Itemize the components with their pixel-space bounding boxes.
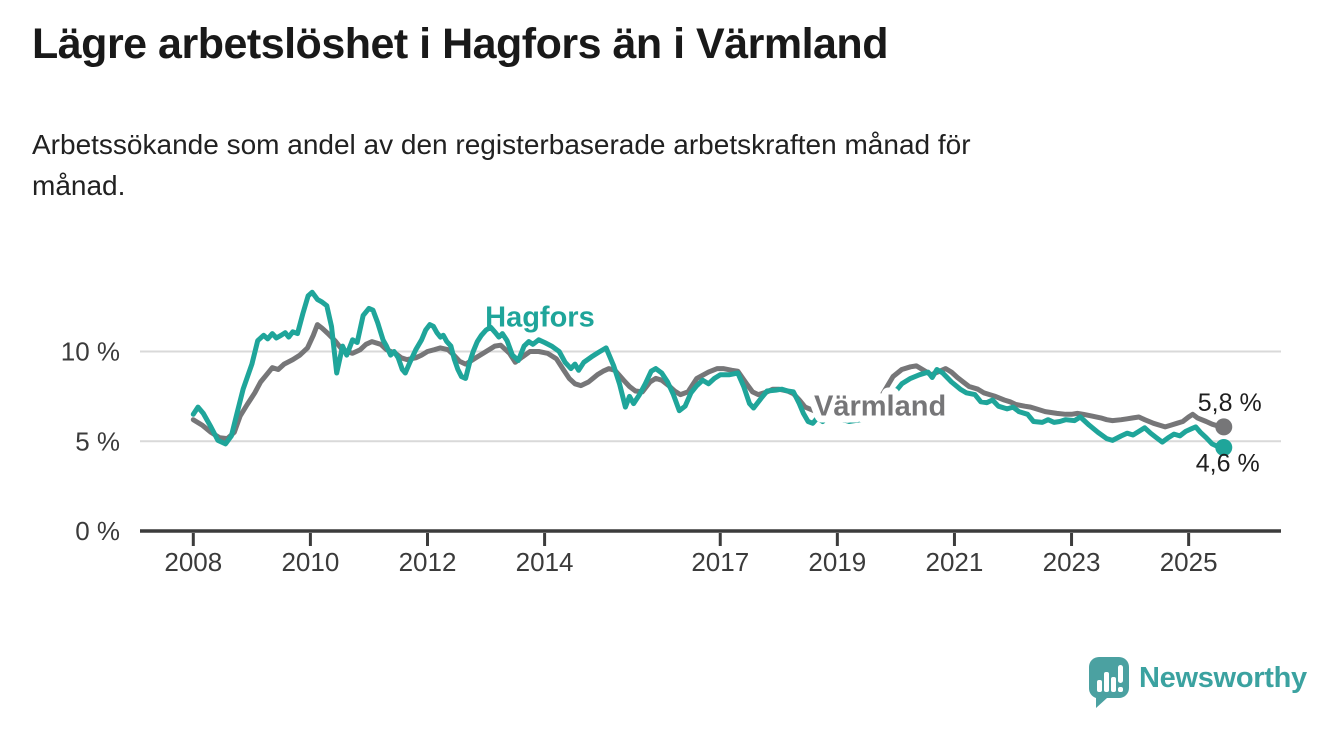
x-axis-label-2025: 2025 — [1160, 547, 1218, 577]
subtitle-line-2: månad. — [32, 170, 126, 201]
series-label-vrmland: Värmland — [814, 390, 946, 422]
x-axis-label-2019: 2019 — [808, 547, 866, 577]
x-axis-label-2010: 2010 — [281, 547, 339, 577]
endpoint-dot-vrmland — [1215, 418, 1233, 436]
newsworthy-logo-icon — [1089, 657, 1129, 708]
end-value-label-hagfors: 4,6 % — [1196, 450, 1260, 478]
logo-exclamation-dot — [1118, 687, 1123, 692]
logo-bar-2 — [1104, 672, 1109, 692]
logo-bar-1 — [1097, 680, 1102, 692]
logo-bar-3 — [1111, 677, 1116, 692]
y-axis-label-0: 0 % — [75, 516, 120, 546]
x-axis-label-2021: 2021 — [926, 547, 984, 577]
x-axis-label-2023: 2023 — [1043, 547, 1101, 577]
x-axis-label-2008: 2008 — [164, 547, 222, 577]
series-label-hagfors: Hagfors — [485, 301, 595, 333]
y-axis-label-10: 10 % — [61, 337, 120, 367]
series-line-vrmland — [190, 322, 1227, 442]
x-axis-label-2014: 2014 — [516, 547, 574, 577]
series-line-hagfors — [190, 289, 1227, 450]
newsworthy-logo: Newsworthy — [1088, 656, 1307, 709]
x-axis-label-2012: 2012 — [399, 547, 457, 577]
newsworthy-logo-text: Newsworthy — [1139, 662, 1307, 694]
end-value-label-vrmland: 5,8 % — [1198, 389, 1262, 417]
logo-exclamation-bar — [1118, 665, 1123, 683]
y-axis-label-5: 5 % — [75, 426, 120, 456]
endpoint-dot-hagfors — [1215, 439, 1233, 457]
page-title: Lägre arbetslöshet i Hagfors än i Värmla… — [32, 20, 888, 68]
subtitle-line-1: Arbetssökande som andel av den registerb… — [32, 129, 971, 160]
x-axis-label-2017: 2017 — [691, 547, 749, 577]
page-subtitle: Arbetssökande som andel av den registerb… — [32, 124, 971, 206]
